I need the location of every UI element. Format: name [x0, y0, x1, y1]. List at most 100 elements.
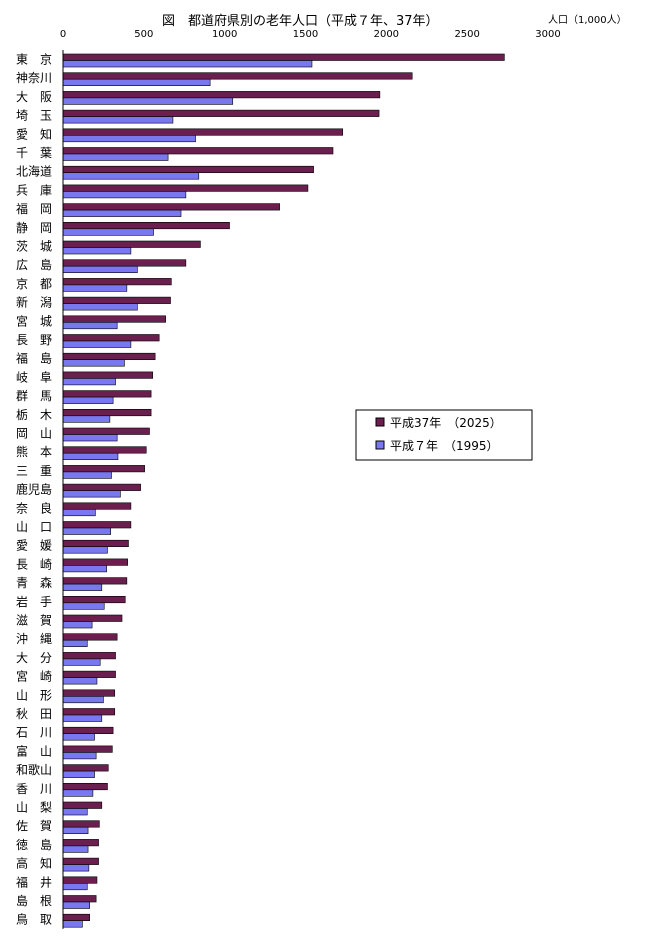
category-label: 東 京 [16, 53, 52, 67]
bar-2025 [62, 259, 187, 267]
bar-2025 [62, 278, 172, 286]
legend-label-2025: 平成37年 （2025） [390, 416, 502, 430]
bars [62, 53, 505, 928]
category-label: 静 岡 [16, 221, 52, 235]
category-label: 山 形 [16, 688, 52, 702]
x-axis-ticks: 0 500 1000 1500 2000 2500 3000 [60, 29, 561, 40]
bar-1995 [62, 97, 234, 105]
bar-1995 [62, 340, 132, 348]
bar-2025 [62, 670, 116, 678]
bar-1995 [62, 845, 89, 853]
bar-2025 [62, 913, 90, 922]
category-label: 北海道 [16, 164, 52, 179]
bar-1995 [62, 247, 132, 255]
bar-1995 [62, 714, 103, 722]
bar-2025 [62, 614, 123, 622]
category-label: 千 葉 [16, 146, 52, 160]
bar-2025 [62, 895, 97, 903]
bar-2025 [62, 521, 132, 529]
category-label: 茨 城 [16, 240, 52, 254]
bar-2025 [62, 334, 160, 342]
bar-2025 [62, 72, 413, 80]
bar-2025 [62, 184, 309, 192]
bar-2025 [62, 315, 166, 323]
category-label: 富 山 [16, 743, 52, 758]
category-label: 熊 本 [16, 444, 52, 459]
bar-1995 [62, 639, 88, 648]
category-label: 佐 賀 [16, 819, 52, 833]
bar-2025 [62, 240, 201, 248]
category-label: 群 馬 [16, 389, 52, 403]
bar-1995 [62, 434, 118, 442]
category-label: 広 島 [16, 257, 52, 272]
category-label: 愛 知 [16, 127, 52, 141]
bar-1995 [62, 621, 93, 629]
bar-2025 [62, 483, 141, 491]
category-label: 高 知 [16, 856, 52, 871]
bar-1995 [62, 864, 90, 872]
bar-1995 [62, 565, 107, 573]
bar-2025 [62, 745, 113, 753]
bar-2025 [62, 857, 99, 865]
x-tick-label: 2000 [374, 29, 399, 40]
category-label: 青 森 [16, 575, 52, 590]
bar-2025 [62, 577, 128, 585]
bar-2025 [62, 558, 128, 566]
category-label: 山 口 [16, 520, 52, 534]
category-label: 京 都 [16, 277, 52, 291]
category-label: 三 重 [16, 464, 52, 478]
bar-2025 [62, 839, 99, 847]
category-label: 埼 玉 [16, 109, 52, 123]
chart-title: 図 都道府県別の老年人口（平成７年、37年） [162, 14, 439, 29]
legend-box [355, 409, 533, 461]
bar-2025 [62, 427, 150, 435]
category-label: 鹿児島 [16, 482, 52, 497]
category-label: 奈 良 [16, 500, 52, 515]
bar-1995 [62, 695, 104, 704]
category-label: 長 野 [16, 333, 52, 347]
legend-swatch-1995 [375, 440, 385, 450]
bar-2025 [62, 689, 116, 697]
bar-2025 [62, 876, 98, 884]
bar-1995 [62, 677, 98, 685]
bar-1995 [62, 378, 116, 386]
bar-1995 [62, 733, 95, 741]
category-label: 山 梨 [16, 801, 52, 815]
bar-1995 [62, 284, 128, 292]
category-label: 島 根 [16, 893, 52, 908]
category-label: 徳 島 [16, 837, 52, 852]
category-label: 和歌山 [16, 762, 52, 777]
bar-1995 [62, 490, 121, 498]
bar-2025 [62, 165, 314, 173]
bar-2025 [62, 371, 154, 379]
category-label: 新 潟 [16, 295, 52, 310]
bar-1995 [62, 752, 97, 760]
bar-1995 [62, 602, 105, 610]
bar-2025 [62, 296, 171, 304]
bar-2025 [62, 147, 334, 155]
bar-2025 [62, 539, 129, 548]
bar-1995 [62, 789, 94, 797]
unit-label: 人口（1,000人） [548, 14, 627, 26]
category-label: 長 崎 [16, 557, 52, 571]
bar-2025 [62, 352, 156, 361]
bar-1995 [62, 546, 108, 554]
legend-swatch-2025 [375, 417, 385, 427]
bar-1995 [62, 116, 174, 124]
category-label: 岩 手 [16, 594, 52, 609]
bar-1995 [62, 60, 313, 68]
category-label: 福 島 [16, 351, 52, 366]
category-label: 滋 賀 [16, 614, 52, 628]
bar-1995 [62, 78, 211, 86]
bar-2025 [62, 408, 152, 417]
bar-2025 [62, 820, 100, 828]
category-label: 大 分 [16, 651, 52, 665]
category-label: 鳥 取 [16, 912, 52, 927]
bar-2025 [62, 652, 116, 660]
bar-1995 [62, 583, 103, 591]
bar-1995 [62, 153, 169, 161]
x-tick-label: 1500 [293, 29, 318, 40]
bar-1995 [62, 359, 125, 367]
category-label: 栃 木 [16, 408, 52, 422]
bar-2025 [62, 708, 116, 716]
